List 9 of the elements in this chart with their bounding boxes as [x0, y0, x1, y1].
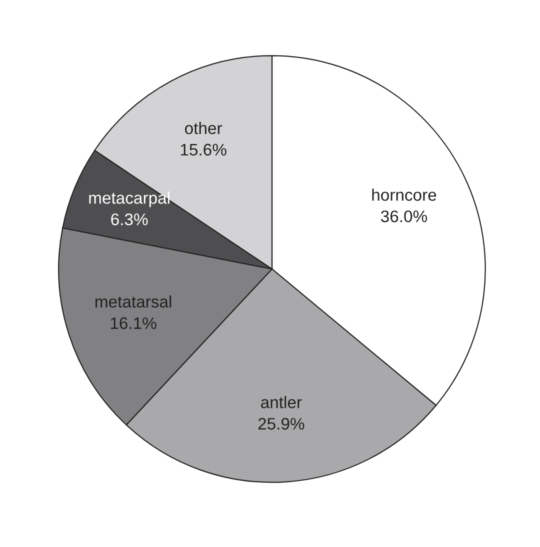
data-label: 16.1% [110, 317, 156, 330]
slice-label: horncore [372, 188, 436, 201]
data-label: 6.3% [111, 213, 148, 226]
slice-label: metatarsal [95, 295, 172, 308]
data-label: 36.0% [380, 210, 428, 222]
data-label: 25.9% [258, 418, 304, 430]
slice-label: other [185, 122, 222, 134]
data-label: 15.6% [180, 144, 226, 156]
slice-label: antler [261, 396, 302, 408]
